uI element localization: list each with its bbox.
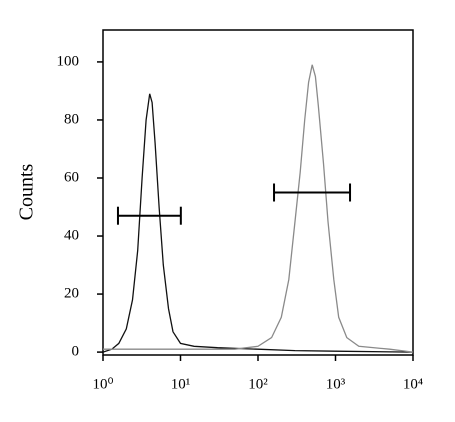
y-axis-label: Counts (16, 163, 38, 220)
histogram-line (103, 64, 414, 353)
x-tick-label: 10⁴ (403, 376, 423, 392)
y-tick-label: 80 (64, 111, 79, 127)
plot-frame (102, 29, 414, 356)
x-tick-label: 10² (248, 376, 268, 392)
y-tick-label: 60 (64, 169, 79, 185)
x-tick-label: 10⁰ (92, 376, 113, 392)
histogram-line (102, 93, 414, 353)
y-tick-label: 20 (64, 286, 79, 302)
x-tick-label: 10³ (326, 376, 346, 392)
y-tick-label: 100 (57, 53, 80, 69)
x-tick-label: 10¹ (171, 376, 191, 392)
y-tick-label: 40 (64, 227, 79, 243)
y-tick-label: 0 (72, 344, 80, 360)
